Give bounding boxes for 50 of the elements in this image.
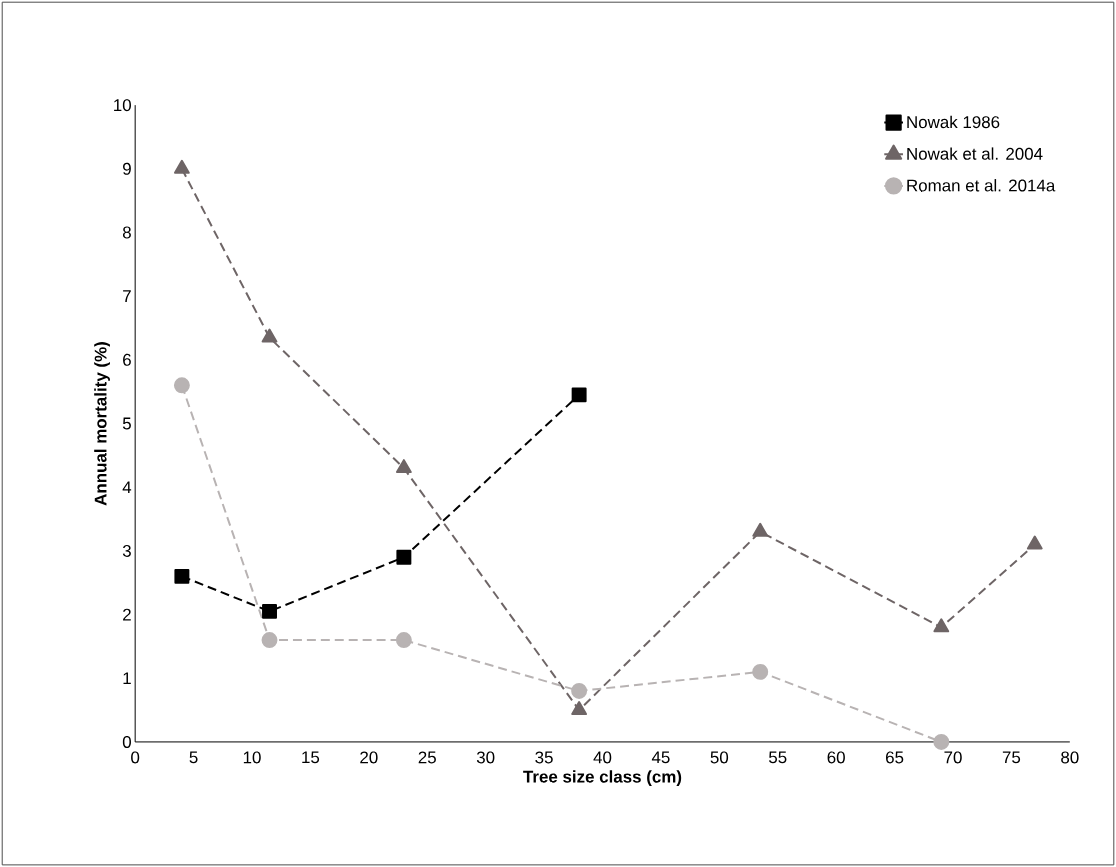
y-tick-label: 6 — [123, 353, 131, 366]
point — [396, 549, 412, 565]
legend-label: Roman et al. 2014a — [907, 179, 1056, 192]
x-tick-label: 75 — [1002, 751, 1021, 764]
point — [261, 632, 278, 648]
x-tick-label: 25 — [418, 751, 436, 764]
x-tick-label: 60 — [827, 751, 845, 764]
x-tick-label: 50 — [710, 751, 729, 764]
point — [752, 663, 769, 680]
x-tick-label: 55 — [769, 751, 787, 764]
x-tick-label: 15 — [302, 751, 320, 764]
x-tick-label: 0 — [131, 751, 140, 764]
point — [933, 618, 950, 633]
y-tick-label: 5 — [122, 417, 131, 430]
point — [174, 568, 190, 584]
x-tick-label: 65 — [886, 751, 904, 764]
point — [173, 377, 190, 394]
y-tick-label: 8 — [122, 226, 131, 239]
y-tick-label: 7 — [123, 290, 131, 302]
x-tick-label: 80 — [1061, 751, 1079, 764]
x-axis-title: Tree size class (cm) — [523, 770, 682, 786]
y-tick-label: 3 — [122, 544, 131, 557]
point — [262, 603, 277, 619]
x-tick-label: 70 — [944, 751, 962, 764]
x-tick-label: 45 — [651, 751, 670, 764]
y-tick-label: 9 — [123, 162, 131, 175]
point — [395, 632, 412, 648]
x-tick-label: 40 — [593, 751, 612, 764]
point — [571, 387, 587, 403]
y-tick-label: 1 — [123, 672, 131, 685]
point — [173, 159, 190, 174]
point — [752, 522, 769, 537]
y-tick-label: 10 — [114, 99, 131, 112]
y-axis-title: Annual mortality (%) — [94, 342, 110, 506]
x-tick-label: 10 — [243, 751, 261, 764]
y-tick-label: 4 — [122, 481, 132, 493]
y-tick-label: 0 — [122, 735, 131, 748]
x-tick-label: 30 — [476, 751, 495, 764]
y-tick-label: 2 — [123, 608, 131, 621]
point — [933, 733, 950, 750]
x-tick-label: 20 — [360, 751, 378, 764]
point — [1026, 535, 1043, 550]
point — [571, 682, 588, 699]
point — [395, 459, 412, 474]
x-tick-label: 35 — [535, 751, 553, 764]
point — [571, 701, 588, 716]
point — [261, 328, 278, 343]
x-tick-label: 5 — [189, 751, 198, 764]
legend-label: Nowak et al. 2004 — [907, 147, 1043, 160]
legend-label: Nowak 1986 — [907, 115, 1000, 129]
